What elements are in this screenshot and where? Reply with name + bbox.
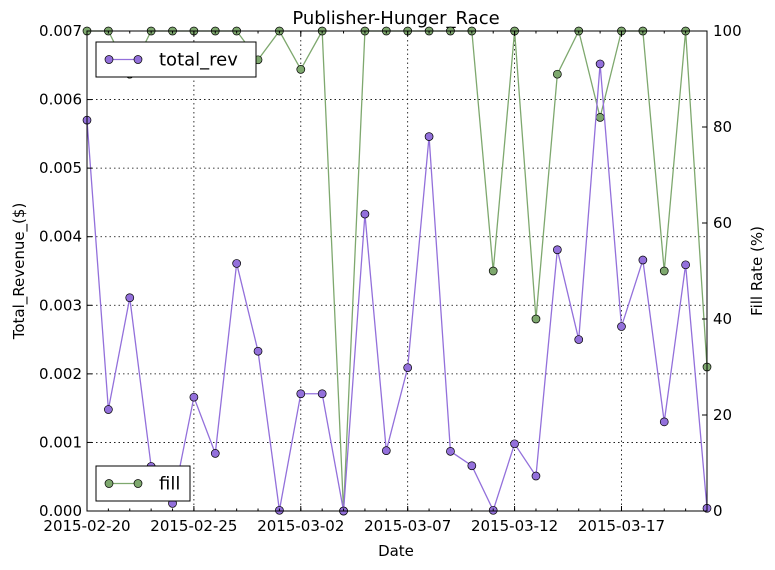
x-tick-label: 2015-02-20 [43, 517, 130, 535]
legend-label: fill [159, 474, 180, 495]
data-point-total_rev [210, 449, 220, 458]
legend-fill: fill [95, 465, 191, 502]
y-left-tick-label: 0.004 [39, 228, 82, 246]
data-point-total_rev [552, 245, 562, 255]
y-right-tick-label: 80 [713, 118, 732, 136]
y-left-tick-label: 0.002 [39, 365, 82, 383]
chart-title: Publisher-Hunger_Race [292, 8, 499, 29]
series-total_rev [82, 59, 712, 516]
data-point-total_rev [189, 392, 199, 402]
data-point-total_rev [403, 363, 413, 373]
x-tick-label: 2015-03-07 [364, 517, 451, 535]
data-point-fill [595, 113, 605, 122]
y-left-tick-label: 0.003 [39, 296, 82, 314]
legend-marker [104, 479, 114, 488]
x-tick-label: 2015-03-12 [471, 517, 558, 535]
data-point-fill [296, 65, 306, 74]
data-point-total_rev [617, 322, 626, 331]
grid [87, 31, 707, 511]
y-right-tick-label: 100 [713, 22, 742, 40]
data-point-total_rev [510, 439, 519, 449]
data-point-total_rev [317, 389, 327, 399]
data-point-total_rev [360, 209, 370, 219]
y-left-tick-label: 0.007 [39, 22, 82, 40]
data-point-total_rev [681, 260, 690, 270]
y-axis-right-label: Fill Rate (%) [748, 226, 766, 316]
legend-marker [133, 479, 143, 488]
legend-label: total_rev [159, 50, 238, 71]
data-point-total_rev [446, 446, 455, 456]
data-point-total_rev [531, 471, 541, 481]
x-axis-label: Date [378, 542, 414, 560]
data-point-total_rev [659, 417, 669, 427]
data-point-total_rev [595, 59, 605, 69]
y-right-tick-label: 60 [713, 214, 732, 232]
y-left-tick-label: 0.005 [39, 159, 82, 177]
data-point-fill [488, 266, 498, 276]
y-left-tick-label: 0.006 [39, 91, 82, 109]
data-point-fill [659, 266, 669, 276]
data-point-total_rev [638, 255, 648, 265]
data-point-total_rev [574, 335, 584, 344]
data-point-total_rev [424, 132, 434, 141]
data-point-total_rev [381, 446, 391, 456]
data-point-total_rev [104, 405, 113, 414]
axis-ticks: 2015-02-20 2015-02-25 2015-03-02 2015-03-07… [39, 22, 742, 535]
y-right-tick-label: 20 [713, 406, 732, 424]
data-point-total_rev [232, 259, 242, 268]
data-point-fill [552, 69, 562, 79]
plot-frame [86, 30, 708, 512]
x-tick-label: 2015-02-25 [150, 517, 237, 535]
data-point-total_rev [296, 389, 306, 399]
y-left-tick-label: 0.001 [39, 433, 82, 451]
legend-marker [104, 55, 114, 64]
data-point-total_rev [125, 293, 135, 303]
y-right-tick-label: 40 [713, 310, 732, 328]
data-point-total_rev [467, 461, 477, 471]
x-tick-label: 2015-03-02 [257, 517, 344, 535]
y-left-tick-label: 0.000 [39, 502, 82, 520]
series-line-total_rev [86, 63, 708, 513]
y-axis-left-label: Total_Revenue_($) [10, 203, 29, 341]
y-right-tick-label: 0 [713, 502, 723, 520]
data-point-fill [531, 314, 541, 324]
legend-marker [133, 55, 143, 64]
legend-total_rev: total_rev [95, 41, 257, 78]
x-tick-label: 2015-03-17 [578, 517, 665, 535]
data-point-total_rev [253, 346, 263, 356]
